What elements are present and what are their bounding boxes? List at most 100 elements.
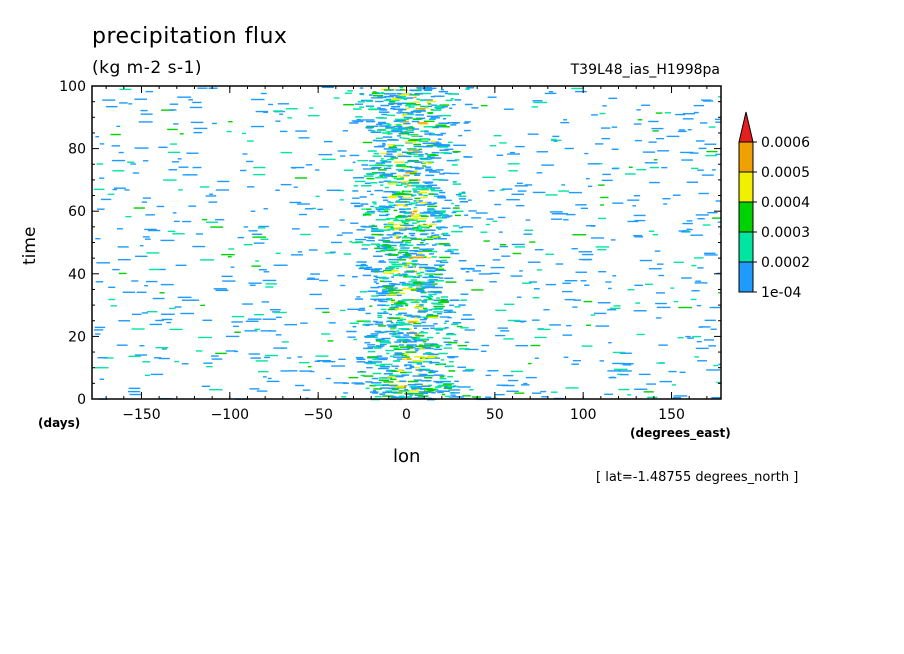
rain-streak — [422, 316, 428, 319]
rain-streak — [489, 281, 497, 283]
rain-streak — [376, 245, 381, 248]
rain-streak — [144, 238, 151, 240]
rain-streak — [410, 301, 420, 304]
rain-streak — [582, 253, 594, 256]
rain-streak — [458, 348, 470, 350]
rain-streak — [682, 113, 696, 115]
rain-streak — [677, 336, 684, 339]
rain-streak — [425, 248, 435, 250]
rain-streak — [396, 301, 403, 303]
rain-streak — [355, 298, 364, 300]
rain-streak — [430, 213, 435, 215]
rain-streak — [534, 357, 539, 359]
rain-streak — [371, 230, 384, 232]
rain-streak — [389, 329, 395, 331]
rain-streak — [370, 333, 379, 335]
rain-streak — [531, 392, 542, 394]
rain-streak — [499, 189, 505, 191]
rain-streak — [384, 95, 394, 98]
rain-streak — [447, 249, 459, 251]
rain-streak — [428, 361, 440, 364]
rain-streak — [566, 213, 576, 216]
rain-streak — [586, 324, 591, 326]
rain-streak — [421, 301, 428, 303]
rain-streak — [400, 181, 412, 183]
rain-streak — [642, 151, 656, 153]
rain-streak — [425, 166, 432, 168]
rain-streak — [419, 189, 430, 192]
rain-streak — [378, 239, 385, 241]
rain-streak — [380, 184, 384, 186]
rain-streak — [697, 169, 704, 171]
rain-streak — [99, 378, 105, 380]
rain-streak — [114, 187, 126, 189]
rain-streak — [397, 319, 403, 322]
rain-streak — [409, 315, 420, 317]
rain-streak — [420, 291, 427, 294]
rain-streak — [444, 250, 452, 253]
rain-streak — [427, 270, 436, 272]
rain-streak — [432, 212, 444, 215]
rain-streak — [380, 363, 393, 366]
rain-streak — [387, 138, 397, 141]
rain-streak — [251, 265, 261, 267]
rain-streak — [536, 269, 543, 271]
rain-streak — [111, 145, 121, 147]
rain-streak — [545, 194, 558, 196]
rain-streak — [427, 208, 435, 210]
rain-streak — [497, 327, 508, 329]
rain-streak — [407, 104, 415, 106]
rain-streak — [102, 99, 116, 101]
rain-streak — [375, 152, 379, 155]
rain-streak — [697, 217, 705, 220]
rain-streak — [279, 130, 288, 133]
colorbar-bin — [738, 171, 754, 203]
rain-streak — [374, 268, 383, 270]
rain-streak — [404, 102, 415, 105]
rain-streak — [339, 219, 345, 221]
rain-streak — [145, 214, 155, 216]
rain-streak — [444, 277, 454, 280]
rain-streak — [339, 199, 344, 201]
rain-streak — [384, 93, 389, 95]
rain-streak — [637, 119, 643, 121]
rain-streak — [361, 119, 375, 121]
rain-streak — [428, 275, 435, 278]
rain-streak — [434, 234, 440, 236]
rain-streak — [454, 306, 461, 308]
rain-streak — [382, 269, 394, 272]
rain-streak — [410, 134, 420, 137]
rain-streak — [366, 127, 373, 129]
rain-streak — [418, 309, 425, 311]
rain-streak — [248, 282, 262, 284]
rain-streak — [108, 286, 116, 289]
rain-streak — [128, 355, 141, 358]
rain-streak — [307, 277, 315, 279]
y-tick-label: 20 — [68, 329, 86, 345]
rain-streak — [398, 133, 410, 135]
rain-streak — [611, 167, 619, 170]
rain-streak — [156, 205, 165, 208]
rain-streak — [435, 390, 442, 392]
rain-streak — [398, 344, 405, 346]
rain-streak — [388, 265, 394, 268]
rain-streak — [265, 283, 277, 285]
rain-streak — [378, 261, 387, 263]
rain-streak — [551, 139, 562, 142]
rain-streak — [578, 251, 593, 253]
rain-streak — [450, 124, 457, 126]
rain-streak — [681, 231, 691, 233]
rain-streak — [409, 365, 414, 368]
rain-streak — [694, 257, 704, 259]
rain-streak — [372, 139, 378, 142]
rain-streak — [432, 178, 444, 181]
rain-streak — [265, 286, 274, 288]
rain-streak — [408, 321, 417, 323]
rain-streak — [386, 131, 392, 133]
rain-streak — [268, 103, 274, 106]
rain-streak — [395, 375, 405, 377]
rain-streak — [404, 253, 415, 255]
rain-streak — [415, 89, 419, 91]
rain-streak — [519, 270, 523, 272]
rain-streak — [391, 370, 399, 372]
